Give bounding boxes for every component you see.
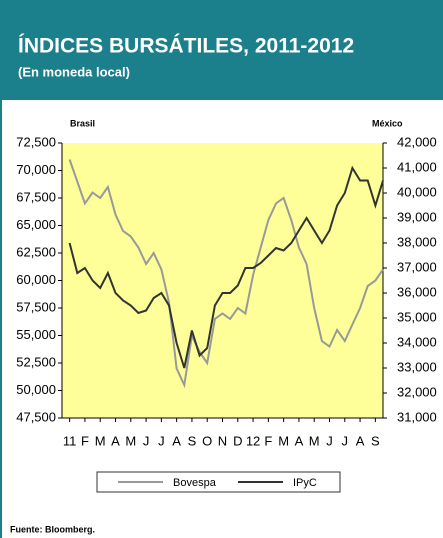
- x-tick-label: J: [342, 433, 349, 448]
- x-tick-label: M: [309, 433, 320, 448]
- y2-tick-label: 36,000: [397, 284, 437, 299]
- legend: [96, 471, 341, 493]
- source: Fuente: Bloomberg.: [10, 524, 95, 534]
- y-tick-label: 60,000: [16, 272, 56, 287]
- x-tick-label: A: [172, 433, 181, 448]
- y-tick-label: 55,000: [16, 327, 56, 342]
- x-tick-label: A: [111, 433, 120, 448]
- y2-tick-label: 35,000: [397, 309, 437, 324]
- series-line: [68, 165, 384, 369]
- x-tick-label: M: [125, 433, 136, 448]
- x-tick-label: J: [143, 433, 150, 448]
- legend-label: IPyC: [293, 477, 317, 489]
- x-tick-label: M: [278, 433, 289, 448]
- y2-tick-label: 42,000: [397, 134, 437, 149]
- x-tick-label: D: [233, 433, 242, 448]
- y-tick-label: 70,000: [16, 162, 56, 177]
- y-tick-label: 72,500: [16, 134, 56, 149]
- y-tick-label: 47,500: [16, 409, 56, 424]
- x-tick-label: 11: [63, 433, 77, 448]
- y2-tick-label: 39,000: [397, 209, 437, 224]
- left-border: [0, 100, 2, 538]
- y2-tick-label: 38,000: [397, 234, 437, 249]
- y-tick-label: 65,000: [16, 217, 56, 232]
- y-axis-label: Brasil: [70, 118, 95, 128]
- x-tick-label: J: [326, 433, 333, 448]
- y-tick-label: 52,500: [16, 354, 56, 369]
- header: [0, 0, 443, 100]
- x-tick-label: O: [202, 433, 212, 448]
- subtitle: (En moneda local): [18, 64, 130, 79]
- plot-area: [62, 143, 383, 418]
- x-tick-label: F: [264, 433, 272, 448]
- x-tick-label: F: [81, 433, 89, 448]
- x-tick-label: J: [158, 433, 165, 448]
- y2-tick-label: 31,000: [397, 409, 437, 424]
- y-tick-label: 50,000: [16, 382, 56, 397]
- x-tick-label: A: [295, 433, 304, 448]
- x-tick-label: N: [218, 433, 227, 448]
- y2-tick-label: 32,000: [397, 384, 437, 399]
- x-tick-label: M: [95, 433, 106, 448]
- legend-label: Bovespa: [173, 477, 217, 489]
- y-tick-label: 62,500: [16, 244, 56, 259]
- x-tick-label: S: [371, 433, 380, 448]
- series-line: [68, 159, 384, 389]
- y2-tick-label: 34,000: [397, 334, 437, 349]
- y2-axis-label: México: [372, 118, 403, 128]
- y2-tick-label: 40,000: [397, 184, 437, 199]
- y2-tick-label: 33,000: [397, 359, 437, 374]
- x-tick-label: S: [188, 433, 197, 448]
- y-tick-label: 57,500: [16, 299, 56, 314]
- x-tick-label: A: [356, 433, 365, 448]
- x-tick-label: 12: [246, 433, 260, 448]
- y2-tick-label: 37,000: [397, 259, 437, 274]
- chart-title: ÍNDICES BURSÁTILES, 2011-2012: [18, 35, 354, 58]
- y-tick-label: 67,500: [16, 189, 56, 204]
- y2-tick-label: 41,000: [397, 159, 437, 174]
